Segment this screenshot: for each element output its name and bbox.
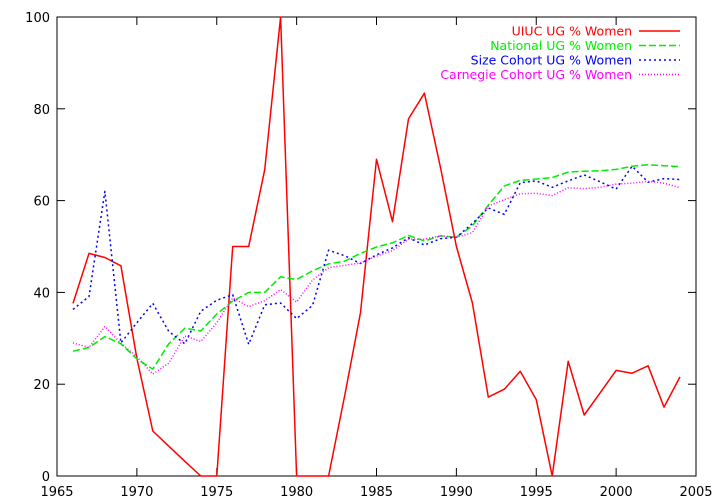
- y-tick-label: 40: [33, 286, 50, 301]
- y-tick-label: 20: [33, 378, 50, 393]
- legend-label: UIUC UG % Women: [512, 24, 632, 39]
- chart-series-layer: [72, 16, 681, 477]
- x-tick-label: 1995: [520, 485, 553, 500]
- series-line-2: [72, 164, 681, 370]
- y-tick-label: 0: [42, 470, 50, 485]
- y-tick-label: 60: [33, 195, 50, 210]
- chart-axes: 1965 1970 1975 1980 1985 1990 1995 2000 2005 0 20 4…: [25, 11, 712, 500]
- x-tick-label: 1980: [280, 485, 313, 500]
- y-tick-label: 100: [25, 11, 50, 26]
- x-tick-label: 1965: [40, 485, 73, 500]
- x-tick-label: 1975: [200, 485, 233, 500]
- legend-label: National UG % Women: [490, 38, 632, 53]
- x-tick-label: 1985: [360, 485, 393, 500]
- x-tick-label: 2000: [600, 485, 633, 500]
- x-tick-label: 2005: [679, 485, 712, 500]
- legend-label: Size Cohort UG % Women: [471, 53, 632, 68]
- series-line-4: [72, 180, 681, 375]
- series-line-3: [72, 165, 681, 346]
- series-line-1: [72, 16, 681, 477]
- legend-label: Carnegie Cohort UG % Women: [440, 67, 632, 82]
- y-tick-label: 80: [33, 103, 50, 118]
- x-tick-label: 1990: [440, 485, 473, 500]
- x-tick-label: 1970: [120, 485, 153, 500]
